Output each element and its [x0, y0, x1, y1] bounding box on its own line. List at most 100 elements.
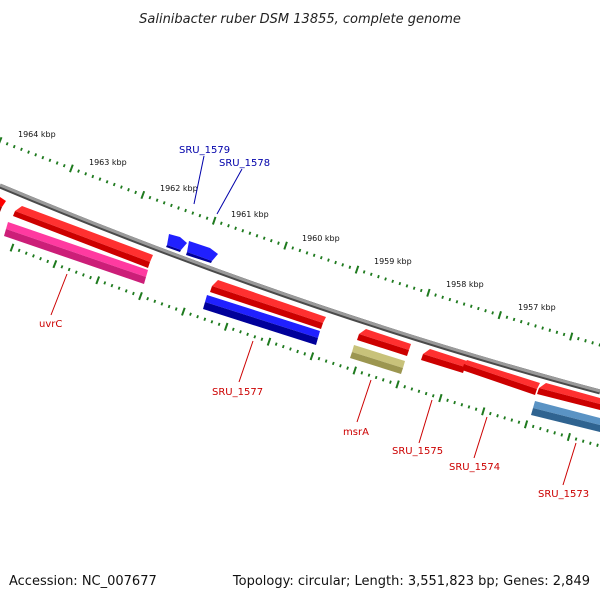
minor-tick — [374, 375, 378, 380]
minor-tick — [277, 241, 280, 245]
minor-tick — [239, 330, 242, 334]
genome-backbone-shadow — [0, 183, 600, 395]
gene-feature-sru-1579[interactable] — [166, 234, 187, 252]
minor-tick — [103, 281, 107, 285]
minor-tick — [462, 302, 466, 306]
minor-tick — [469, 304, 473, 308]
minor-tick — [274, 342, 278, 346]
minor-tick — [553, 431, 556, 435]
major-tick — [138, 291, 143, 301]
minor-tick — [517, 420, 521, 424]
major-tick — [426, 288, 431, 297]
gene-feature-msra[interactable] — [350, 345, 405, 374]
gene-label-sru-1578[interactable]: SRU_1578 — [219, 158, 270, 169]
minor-tick — [581, 439, 585, 443]
major-tick — [523, 420, 529, 429]
major-tick — [140, 190, 146, 200]
minor-tick — [184, 208, 187, 213]
minor-tick — [417, 389, 421, 393]
gene-feature-sru-1575[interactable] — [421, 349, 467, 373]
minor-tick — [174, 307, 178, 311]
minor-tick — [98, 177, 102, 181]
major-tick — [223, 322, 229, 331]
gene-label-msra[interactable]: msrA — [343, 427, 369, 438]
minor-tick — [246, 332, 249, 337]
major-tick — [266, 337, 272, 346]
minor-tick — [484, 309, 487, 313]
major-tick — [95, 276, 101, 285]
minor-tick — [424, 391, 428, 396]
major-tick — [52, 260, 58, 269]
kbp-label-1957: 1957 kbp — [518, 303, 556, 312]
minor-tick — [281, 344, 285, 349]
major-tick — [569, 332, 574, 341]
minor-tick — [555, 330, 559, 335]
minor-tick — [89, 275, 92, 280]
minor-tick — [67, 267, 71, 272]
minor-tick — [541, 326, 544, 330]
gene-label-sru-1573[interactable]: SRU_1573 — [538, 489, 589, 500]
leader-sru-1573 — [562, 442, 577, 486]
minor-tick — [32, 254, 35, 258]
minor-tick — [448, 297, 452, 302]
minor-tick — [148, 195, 152, 200]
gene-label-uvrc[interactable]: uvrC — [39, 319, 62, 330]
minor-tick — [334, 260, 337, 265]
gene-feature-mid[interactable] — [210, 280, 326, 329]
minor-tick — [24, 251, 28, 255]
gene-label-sru-1577[interactable]: SRU_1577 — [212, 387, 263, 398]
gene-feature-sru-1573-partner[interactable] — [537, 383, 600, 410]
leader-sru-1579 — [193, 155, 205, 205]
gene-label-sru-1574[interactable]: SRU_1574 — [449, 462, 500, 473]
minor-tick — [17, 248, 21, 253]
minor-tick — [327, 258, 330, 262]
topology-summary: Topology: circular; Length: 3,551,823 bp… — [232, 574, 590, 589]
gene-feature-sru-1577[interactable] — [203, 295, 320, 345]
minor-tick — [562, 332, 566, 337]
major-tick — [497, 310, 502, 320]
minor-tick — [170, 203, 173, 208]
minor-tick — [110, 283, 114, 288]
minor-tick — [339, 364, 342, 368]
minor-tick — [248, 231, 252, 235]
minor-tick — [46, 259, 50, 264]
accession-text: Accession: NC_007677 — [9, 574, 157, 589]
gene-feature-sru-1573[interactable] — [531, 401, 600, 432]
minor-tick — [189, 312, 192, 316]
minor-tick — [303, 352, 307, 356]
gene-label-sru-1579[interactable]: SRU_1579 — [179, 145, 230, 156]
gene-feature-msra-partner[interactable] — [357, 329, 411, 356]
minor-tick — [405, 284, 409, 288]
minor-tick — [231, 327, 235, 332]
minor-tick — [234, 226, 237, 230]
gene-feature-uvrc-partner[interactable] — [13, 206, 153, 268]
minor-tick — [55, 161, 59, 165]
minor-tick — [20, 147, 23, 152]
gene-label-sru-1575[interactable]: SRU_1575 — [392, 446, 443, 457]
minor-tick — [389, 380, 392, 384]
minor-tick — [505, 315, 509, 319]
minor-tick — [134, 190, 138, 195]
minor-tick — [60, 265, 64, 269]
minor-tick — [210, 320, 214, 324]
minor-tick — [410, 387, 414, 391]
minor-tick — [362, 270, 366, 274]
gene-feature-left-edge[interactable] — [0, 197, 6, 212]
minor-tick — [82, 273, 85, 277]
minor-tick — [167, 304, 171, 309]
minor-tick — [34, 153, 38, 157]
minor-tick — [198, 213, 202, 218]
minor-tick — [62, 163, 66, 168]
major-tick — [438, 393, 443, 403]
minor-tick — [298, 248, 302, 253]
gene-feature-sru-1578[interactable] — [186, 241, 218, 263]
minor-tick — [489, 411, 492, 416]
gene-feature-uvrc[interactable] — [4, 222, 148, 284]
minor-tick — [446, 398, 449, 402]
minor-tick — [227, 224, 230, 228]
kbp-label-1964: 1964 kbp — [18, 130, 56, 139]
gene-feature-sru-1574[interactable] — [462, 360, 540, 395]
minor-tick — [534, 324, 537, 328]
minor-tick — [117, 286, 121, 290]
